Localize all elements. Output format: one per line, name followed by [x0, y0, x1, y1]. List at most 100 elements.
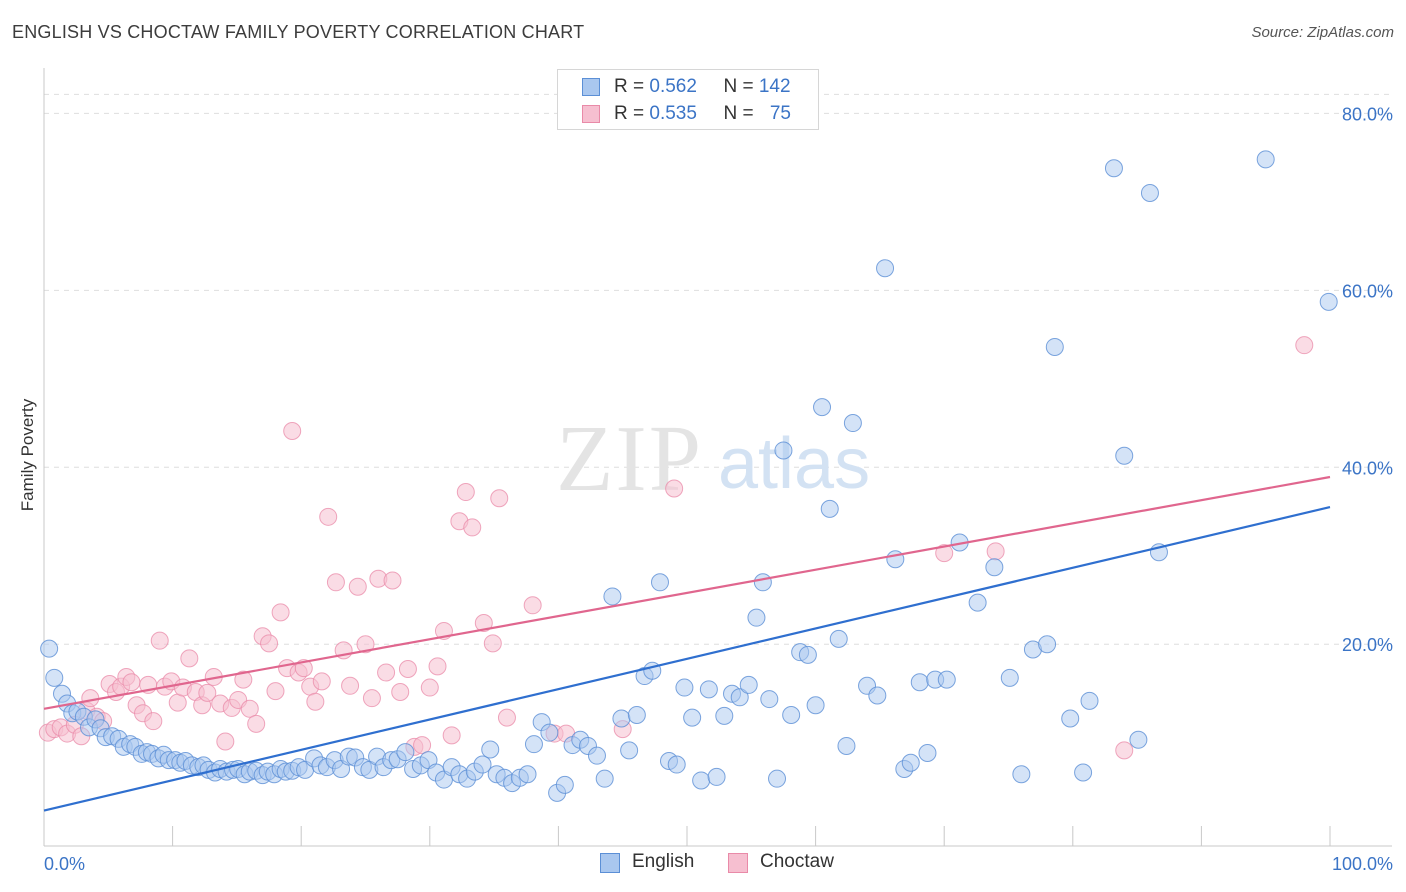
english-point	[1319, 292, 1338, 311]
english-point	[524, 735, 543, 754]
english-point	[650, 573, 669, 592]
english-point	[1080, 691, 1099, 710]
english-points	[40, 150, 1338, 802]
trend-lines	[43, 475, 1331, 812]
choctaw-point	[216, 732, 235, 751]
english-point	[518, 765, 537, 784]
watermark-zip: ZIP	[556, 407, 703, 511]
choctaw-point	[362, 689, 381, 708]
english-point	[396, 743, 415, 762]
choctaw-points	[38, 336, 1314, 760]
legend-english-n-value: 142	[758, 76, 791, 97]
choctaw-point	[234, 670, 253, 689]
english-point	[1115, 446, 1134, 465]
english-point	[699, 680, 718, 699]
english-point	[692, 771, 711, 790]
choctaw-point	[413, 736, 432, 755]
watermark-atlas: atlas	[718, 424, 870, 504]
choctaw-point	[398, 659, 417, 678]
english-point	[918, 744, 937, 763]
legend-swatch-choctaw	[582, 105, 600, 123]
english-point	[1074, 763, 1093, 782]
bottom-legend-label-english: English	[632, 851, 695, 872]
english-point	[806, 696, 825, 715]
choctaw-point	[497, 708, 516, 727]
english-point	[747, 608, 766, 627]
choctaw-point	[283, 421, 302, 440]
legend-english-r-label: R =	[614, 76, 650, 97]
tick-labels: 20.0% 40.0% 60.0% 80.0% 0.0% 100.0%	[44, 104, 1393, 874]
y-tick-label-60: 60.0%	[1342, 281, 1393, 301]
y-tick-label-40: 40.0%	[1342, 458, 1393, 478]
english-point	[876, 259, 895, 278]
english-point	[910, 673, 929, 692]
choctaw-point	[986, 542, 1005, 561]
english-point	[843, 414, 862, 433]
choctaw-point	[420, 678, 439, 697]
english-point	[603, 587, 622, 606]
choctaw-point	[180, 649, 199, 668]
choctaw-point	[428, 657, 447, 676]
english-point	[768, 769, 787, 788]
english-point	[1104, 159, 1123, 178]
choctaw-point	[144, 712, 163, 731]
choctaw-point	[326, 573, 345, 592]
english-point	[798, 645, 817, 664]
choctaw-point	[266, 682, 285, 701]
english-point	[829, 629, 848, 648]
source-label: Source: ZipAtlas.com	[1251, 24, 1394, 41]
axes	[43, 68, 1392, 847]
english-point	[595, 769, 614, 788]
choctaw-point	[240, 699, 259, 718]
english-point	[901, 753, 920, 772]
choctaw-point	[81, 689, 100, 708]
english-point	[1012, 765, 1031, 784]
choctaw-point	[442, 726, 461, 745]
english-point	[481, 740, 500, 759]
english-point	[40, 639, 59, 658]
legend-english-n-label: N =	[723, 76, 759, 97]
legend: R = 0.562 N = 142 R = 0.535 N = 75	[557, 69, 819, 130]
english-point	[675, 678, 694, 697]
english-point	[1140, 184, 1159, 203]
english-point	[707, 767, 726, 786]
choctaw-point	[383, 571, 402, 590]
choctaw-trend-line	[43, 475, 1331, 710]
english-point	[627, 705, 646, 724]
english-point	[1061, 709, 1080, 728]
english-point	[587, 746, 606, 765]
grid-lines	[44, 93, 1392, 645]
legend-swatch-english	[582, 78, 600, 96]
legend-choctaw-r-label: R =	[614, 103, 650, 124]
english-point	[868, 686, 887, 705]
english-point	[555, 775, 574, 794]
english-point	[1129, 730, 1148, 749]
english-point	[968, 593, 987, 612]
x-tick-label-0: 0.0%	[44, 854, 85, 874]
choctaw-point	[665, 479, 684, 498]
choctaw-point	[456, 483, 475, 502]
legend-english-r-value: 0.562	[649, 76, 697, 97]
choctaw-point	[474, 613, 493, 632]
x-tick-label-100: 100.0%	[1332, 854, 1393, 874]
english-point	[730, 688, 749, 707]
english-point	[1038, 635, 1057, 654]
chart-title: ENGLISH VS CHOCTAW FAMILY POVERTY CORREL…	[12, 22, 585, 42]
watermark: ZIP atlas	[556, 407, 870, 511]
choctaw-point	[247, 714, 266, 733]
choctaw-point	[1115, 741, 1134, 760]
choctaw-point	[523, 596, 542, 615]
choctaw-point	[271, 603, 290, 622]
choctaw-point	[377, 663, 396, 682]
english-point	[837, 736, 856, 755]
choctaw-point	[122, 673, 141, 692]
english-point	[540, 723, 559, 742]
choctaw-point	[463, 518, 482, 537]
choctaw-point	[312, 672, 331, 691]
choctaw-point	[935, 544, 954, 563]
legend-choctaw-r-value: 0.535	[649, 103, 697, 124]
english-point	[782, 705, 801, 724]
english-point	[937, 670, 956, 689]
choctaw-point	[483, 634, 502, 653]
choctaw-point	[319, 507, 338, 526]
